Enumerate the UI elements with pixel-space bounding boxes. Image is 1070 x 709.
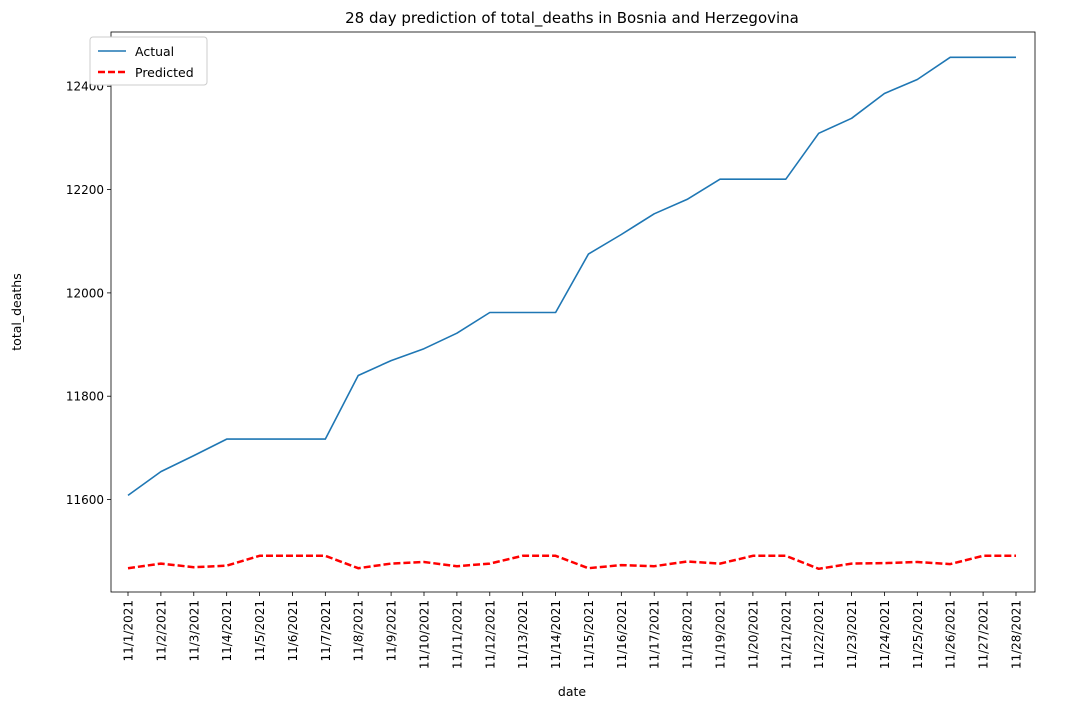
x-tick-label: 11/6/2021 bbox=[286, 600, 300, 662]
series-line-predicted bbox=[127, 554, 1016, 571]
x-tick-label: 11/28/2021 bbox=[1010, 600, 1024, 669]
x-tick-label: 11/19/2021 bbox=[714, 600, 728, 669]
x-axis: 11/1/2021 11/2/2021 11/3/2021 11/4/2021 11/5… bbox=[122, 592, 1024, 669]
x-tick-label: 11/5/2021 bbox=[253, 600, 267, 662]
x-tick-label: 11/7/2021 bbox=[319, 600, 333, 662]
x-tick-label: 11/20/2021 bbox=[746, 600, 760, 669]
legend: Actual Predicted bbox=[89, 36, 208, 86]
y-axis-label: total_deaths bbox=[9, 273, 24, 350]
x-tick-label: 11/25/2021 bbox=[911, 600, 925, 669]
x-tick-label: 11/27/2021 bbox=[977, 600, 991, 669]
series-line-actual bbox=[127, 56, 1016, 497]
x-tick-label: 11/4/2021 bbox=[220, 600, 234, 662]
x-tick-label: 11/18/2021 bbox=[681, 600, 695, 669]
x-tick-label: 11/24/2021 bbox=[878, 600, 892, 669]
x-tick-label: 11/16/2021 bbox=[615, 600, 629, 669]
x-tick-label: 11/10/2021 bbox=[418, 600, 432, 669]
chart-title: 28 day prediction of total_deaths in Bos… bbox=[345, 9, 799, 28]
x-tick-label: 11/13/2021 bbox=[516, 600, 530, 669]
x-tick-label: 11/17/2021 bbox=[648, 600, 662, 669]
y-tick-label: 11800 bbox=[66, 390, 104, 404]
x-tick-label: 11/14/2021 bbox=[549, 600, 563, 669]
x-tick-label: 11/2/2021 bbox=[154, 600, 168, 662]
y-tick-label: 11600 bbox=[66, 493, 104, 507]
x-tick-label: 11/11/2021 bbox=[450, 600, 464, 669]
plot-area-frame bbox=[110, 31, 1036, 593]
x-tick-label: 11/26/2021 bbox=[944, 600, 958, 669]
x-tick-label: 11/3/2021 bbox=[187, 600, 201, 662]
x-tick-label: 11/1/2021 bbox=[122, 600, 136, 662]
legend-label-actual: Actual bbox=[135, 44, 174, 59]
x-tick-label: 11/8/2021 bbox=[352, 600, 366, 662]
y-tick-label: 12200 bbox=[66, 183, 104, 197]
x-tick-label: 11/15/2021 bbox=[582, 600, 596, 669]
x-axis-label: date bbox=[558, 684, 586, 699]
series-layer bbox=[127, 56, 1016, 571]
x-tick-label: 11/12/2021 bbox=[483, 600, 497, 669]
x-tick-label: 11/22/2021 bbox=[812, 600, 826, 669]
x-tick-label: 11/23/2021 bbox=[845, 600, 859, 669]
x-tick-label: 11/21/2021 bbox=[779, 600, 793, 669]
x-tick-label: 11/9/2021 bbox=[385, 600, 399, 662]
legend-label-predicted: Predicted bbox=[135, 65, 194, 80]
y-tick-label: 12000 bbox=[66, 286, 104, 300]
